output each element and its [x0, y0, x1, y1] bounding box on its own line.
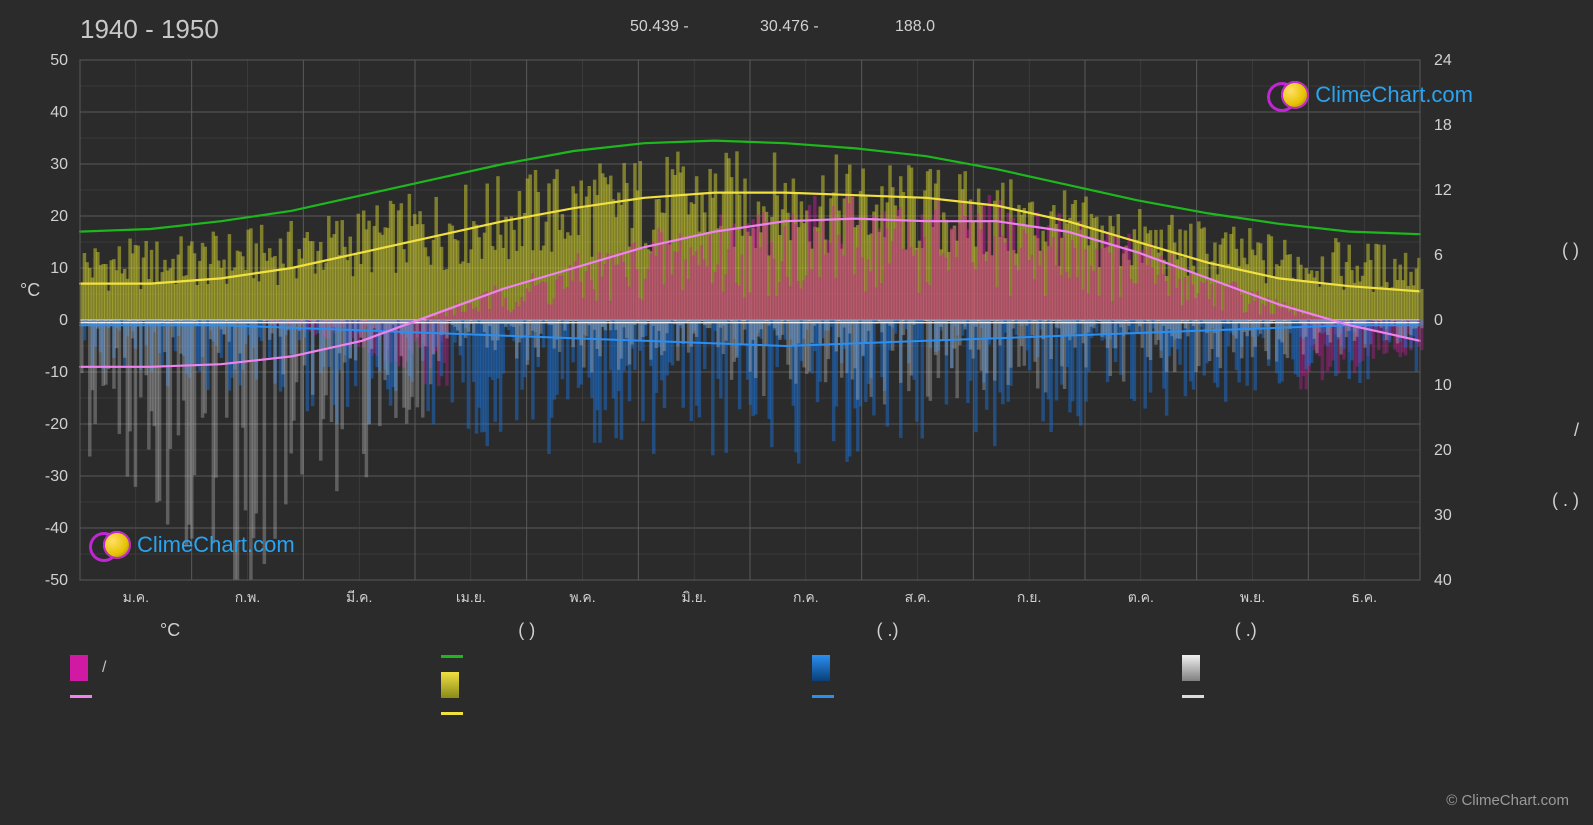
- svg-text:ส.ค.: ส.ค.: [905, 589, 931, 605]
- svg-text:ก.ย.: ก.ย.: [1017, 589, 1041, 605]
- legend-header: ( ): [478, 620, 836, 641]
- copyright: © ClimeChart.com: [1446, 792, 1569, 809]
- legend-item: /: [70, 655, 441, 681]
- legend-swatch-box: [441, 672, 459, 698]
- brand-text-top: ClimeChart.com: [1315, 82, 1473, 108]
- altitude-value: 188.0: [895, 18, 935, 36]
- legend-item: [1182, 695, 1553, 698]
- brand-text-bottom: ClimeChart.com: [137, 532, 295, 558]
- logo-globe-icon: [1281, 81, 1309, 109]
- legend-swatch-line: [70, 695, 92, 698]
- latitude-value: 50.439 -: [630, 18, 689, 36]
- legend-header: ( .): [1195, 620, 1553, 641]
- svg-text:พ.ย.: พ.ย.: [1240, 589, 1265, 605]
- svg-text:12: 12: [1434, 182, 1452, 199]
- svg-text:10: 10: [50, 260, 68, 277]
- svg-text:20: 20: [1434, 442, 1452, 459]
- brand-logo-top: ClimeChart.com: [1273, 80, 1473, 110]
- year-range-title: 1940 - 1950: [80, 14, 219, 45]
- svg-text:-30: -30: [45, 468, 68, 485]
- svg-text:เม.ย.: เม.ย.: [456, 589, 486, 605]
- right-axis-slash: /: [1574, 420, 1579, 441]
- right-axis-lower-label: ( . ): [1552, 490, 1579, 511]
- legend-swatch-line: [441, 655, 463, 658]
- logo-globe-icon: [103, 531, 131, 559]
- svg-text:ธ.ค.: ธ.ค.: [1351, 589, 1377, 605]
- legend-swatch-line: [1182, 695, 1204, 698]
- longitude-value: 30.476 -: [760, 18, 819, 36]
- svg-text:24: 24: [1434, 52, 1452, 69]
- svg-text:พ.ค.: พ.ค.: [569, 589, 595, 605]
- climate-chart-container: 1940 - 1950 50.439 - 30.476 - 188.0 °C (…: [0, 0, 1593, 825]
- svg-text:-50: -50: [45, 572, 68, 589]
- legend-swatch-box: [812, 655, 830, 681]
- legend-group: /: [70, 655, 441, 715]
- svg-text:0: 0: [59, 312, 68, 329]
- legend-item: [70, 695, 441, 698]
- svg-text:ก.พ.: ก.พ.: [235, 589, 260, 605]
- legend-item: [812, 695, 1183, 698]
- legend-header: ( .): [837, 620, 1195, 641]
- svg-text:18: 18: [1434, 117, 1452, 134]
- svg-text:50: 50: [50, 52, 68, 69]
- svg-text:10: 10: [1434, 377, 1452, 394]
- legend-item: [812, 655, 1183, 681]
- brand-logo-bottom: ClimeChart.com: [95, 530, 295, 560]
- svg-text:6: 6: [1434, 247, 1443, 264]
- svg-text:30: 30: [1434, 507, 1452, 524]
- right-axis-upper-label: ( ): [1562, 240, 1579, 261]
- legend-swatch-box: [70, 655, 88, 681]
- legend-item: [441, 712, 812, 715]
- svg-text:มิ.ย.: มิ.ย.: [682, 589, 707, 605]
- svg-text:20: 20: [50, 208, 68, 225]
- legend-swatch-line: [812, 695, 834, 698]
- legend-swatch-line: [441, 712, 463, 715]
- svg-text:-10: -10: [45, 364, 68, 381]
- legend-item: [441, 655, 812, 658]
- svg-text:ต.ค.: ต.ค.: [1128, 589, 1154, 605]
- svg-text:ก.ค.: ก.ค.: [793, 589, 819, 605]
- svg-text:40: 40: [1434, 572, 1452, 589]
- svg-text:-20: -20: [45, 416, 68, 433]
- legend-header: °C: [70, 620, 478, 641]
- svg-text:-40: -40: [45, 520, 68, 537]
- left-axis-label: °C: [20, 280, 40, 301]
- svg-text:0: 0: [1434, 312, 1443, 329]
- legend: °C( )( .)( .) /: [70, 620, 1553, 715]
- legend-label: /: [102, 659, 106, 677]
- svg-text:40: 40: [50, 104, 68, 121]
- legend-swatch-box: [1182, 655, 1200, 681]
- legend-group: [1182, 655, 1553, 715]
- svg-text:30: 30: [50, 156, 68, 173]
- legend-item: [441, 672, 812, 698]
- legend-group: [441, 655, 812, 715]
- legend-item: [1182, 655, 1553, 681]
- svg-text:มี.ค.: มี.ค.: [346, 589, 372, 605]
- legend-group: [812, 655, 1183, 715]
- svg-text:ม.ค.: ม.ค.: [123, 589, 149, 605]
